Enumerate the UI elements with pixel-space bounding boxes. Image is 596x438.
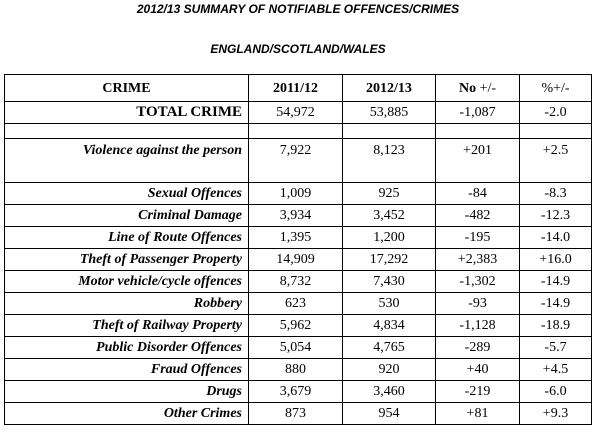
crime-label: Sexual Offences — [4, 182, 249, 205]
percent-change: -6.0 — [519, 380, 592, 403]
percent-change: +2.5 — [519, 138, 592, 183]
header-number-suffix: +/- — [476, 80, 497, 96]
value-2011-12: 3,934 — [248, 204, 343, 227]
crime-label: Motor vehicle/cycle offences — [4, 270, 249, 293]
crime-label: Violence against the person — [4, 138, 249, 183]
number-change: -195 — [435, 226, 520, 249]
crime-label: Public Disorder Offences — [4, 336, 249, 359]
table-row: Line of Route Offences 1,395 1,200 -195 -14.… — [4, 226, 592, 249]
crime-label: Criminal Damage — [4, 204, 249, 227]
total-2011-12: 54,972 — [248, 101, 343, 124]
crime-label: Other Crimes — [4, 402, 249, 425]
offences-table: CRIME 2011/12 2012/13 No +/- %+/- TOTAL … — [4, 74, 592, 425]
value-2012-13: 4,834 — [342, 314, 436, 337]
spacer-row — [4, 123, 592, 139]
header-crime: CRIME — [4, 74, 249, 102]
percent-change: -12.3 — [519, 204, 592, 227]
document-title: 2012/13 SUMMARY OF NOTIFIABLE OFFENCES/C… — [136, 2, 460, 16]
crime-label: Theft of Passenger Property — [4, 248, 249, 271]
table-row: Violence against the person 7,922 8,123 +20… — [4, 138, 592, 183]
spacer-cell — [342, 123, 436, 139]
total-crime-label: TOTAL CRIME — [4, 101, 249, 124]
table-row: Criminal Damage 3,934 3,452 -482 -12.3 — [4, 204, 592, 227]
number-change: -1,302 — [435, 270, 520, 293]
document-subtitle: ENGLAND/SCOTLAND/WALES — [210, 42, 386, 56]
percent-change: -14.0 — [519, 226, 592, 249]
number-change: -482 — [435, 204, 520, 227]
table-row: Drugs 3,679 3,460 -219 -6.0 — [4, 380, 592, 403]
table-row: Theft of Passenger Property 14,909 17,292 +… — [4, 248, 592, 271]
number-change: -1,128 — [435, 314, 520, 337]
crime-label: Theft of Railway Property — [4, 314, 249, 337]
header-2011-12: 2011/12 — [248, 74, 343, 102]
spacer-cell — [519, 123, 592, 139]
number-change: +40 — [435, 358, 520, 381]
value-2011-12: 1,009 — [248, 182, 343, 205]
percent-change: +16.0 — [519, 248, 592, 271]
number-change: +2,383 — [435, 248, 520, 271]
value-2011-12: 880 — [248, 358, 343, 381]
percent-change: -14.9 — [519, 270, 592, 293]
spacer-cell — [4, 123, 249, 139]
value-2012-13: 3,460 — [342, 380, 436, 403]
total-number-change: -1,087 — [435, 101, 520, 124]
value-2011-12: 7,922 — [248, 138, 343, 183]
value-2011-12: 873 — [248, 402, 343, 425]
crime-label: Robbery — [4, 292, 249, 315]
value-2011-12: 14,909 — [248, 248, 343, 271]
value-2012-13: 17,292 — [342, 248, 436, 271]
header-number-label: No — [458, 80, 477, 96]
percent-change: +9.3 — [519, 402, 592, 425]
table-row: Robbery 623 530 -93 -14.9 — [4, 292, 592, 315]
value-2011-12: 5,054 — [248, 336, 343, 359]
header-2012-13: 2012/13 — [342, 74, 436, 102]
value-2012-13: 7,430 — [342, 270, 436, 293]
spacer-cell — [435, 123, 520, 139]
value-2012-13: 954 — [342, 402, 436, 425]
number-change: -93 — [435, 292, 520, 315]
value-2011-12: 623 — [248, 292, 343, 315]
percent-change: +4.5 — [519, 358, 592, 381]
value-2012-13: 920 — [342, 358, 436, 381]
value-2011-12: 5,962 — [248, 314, 343, 337]
header-percent-change: %+/- — [519, 74, 592, 102]
value-2012-13: 1,200 — [342, 226, 436, 249]
total-row: TOTAL CRIME 54,972 53,885 -1,087 -2.0 — [4, 101, 592, 124]
number-change: -84 — [435, 182, 520, 205]
crime-label: Fraud Offences — [4, 358, 249, 381]
crime-label: Drugs — [4, 380, 249, 403]
number-change: +81 — [435, 402, 520, 425]
total-2012-13: 53,885 — [342, 101, 436, 124]
number-change: -289 — [435, 336, 520, 359]
spacer-cell — [248, 123, 343, 139]
percent-change: -8.3 — [519, 182, 592, 205]
crime-label: Line of Route Offences — [4, 226, 249, 249]
value-2012-13: 4,765 — [342, 336, 436, 359]
table-row: Theft of Railway Property 5,962 4,834 -1,12… — [4, 314, 592, 337]
value-2011-12: 8,732 — [248, 270, 343, 293]
number-change: +201 — [435, 138, 520, 183]
value-2012-13: 925 — [342, 182, 436, 205]
header-row: CRIME 2011/12 2012/13 No +/- %+/- — [4, 74, 592, 102]
value-2012-13: 8,123 — [342, 138, 436, 183]
total-percent-change: -2.0 — [519, 101, 592, 124]
table-row: Other Crimes 873 954 +81 +9.3 — [4, 402, 592, 425]
table-row: Fraud Offences 880 920 +40 +4.5 — [4, 358, 592, 381]
percent-change: -5.7 — [519, 336, 592, 359]
percent-change: -18.9 — [519, 314, 592, 337]
table-row: Motor vehicle/cycle offences 8,732 7,430 -1… — [4, 270, 592, 293]
number-change: -219 — [435, 380, 520, 403]
value-2012-13: 3,452 — [342, 204, 436, 227]
value-2012-13: 530 — [342, 292, 436, 315]
header-number-change: No +/- — [435, 74, 520, 102]
value-2011-12: 1,395 — [248, 226, 343, 249]
table-row: Sexual Offences 1,009 925 -84 -8.3 — [4, 182, 592, 205]
percent-change: -14.9 — [519, 292, 592, 315]
value-2011-12: 3,679 — [248, 380, 343, 403]
table-row: Public Disorder Offences 5,054 4,765 -289 -5… — [4, 336, 592, 359]
